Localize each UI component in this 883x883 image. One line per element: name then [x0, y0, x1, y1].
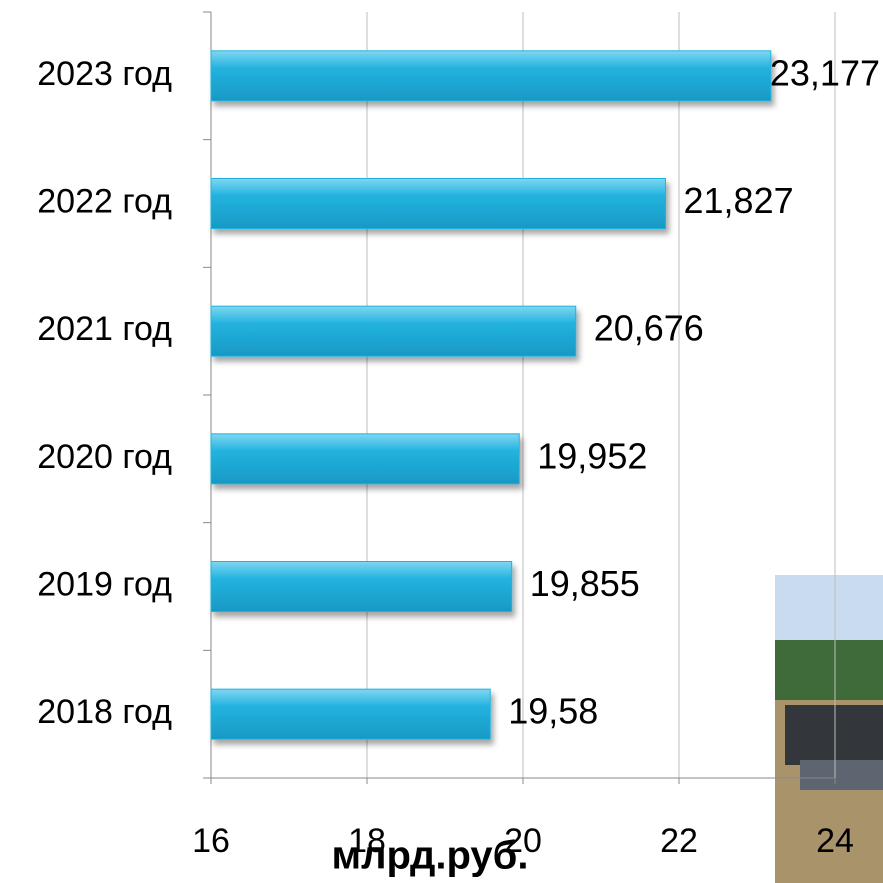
category-label: 2018 год	[37, 693, 172, 731]
category-label: 2020 год	[37, 438, 172, 476]
category-label: 2022 год	[37, 182, 172, 220]
value-label: 21,827	[684, 180, 794, 221]
bar	[211, 306, 576, 356]
value-label: 19,58	[508, 691, 598, 732]
bar	[211, 562, 512, 612]
x-tick-label: 22	[660, 822, 698, 860]
chart: 16182022242023 год23,1772022 год21,82720…	[0, 0, 883, 883]
value-label: 19,952	[537, 435, 647, 476]
category-label: 2019 год	[37, 565, 172, 603]
bar	[211, 689, 490, 739]
x-tick-label: 16	[192, 822, 230, 860]
value-label: 23,177	[770, 52, 880, 93]
category-label: 2023 год	[37, 55, 172, 93]
x-tick-label: 24	[816, 822, 854, 860]
bar	[211, 434, 519, 484]
bar	[211, 179, 666, 229]
value-label: 19,855	[530, 563, 640, 604]
x-axis-title: млрд.руб.	[332, 834, 529, 878]
category-label: 2021 год	[37, 310, 172, 348]
bar	[211, 51, 771, 101]
value-label: 20,676	[594, 308, 704, 349]
